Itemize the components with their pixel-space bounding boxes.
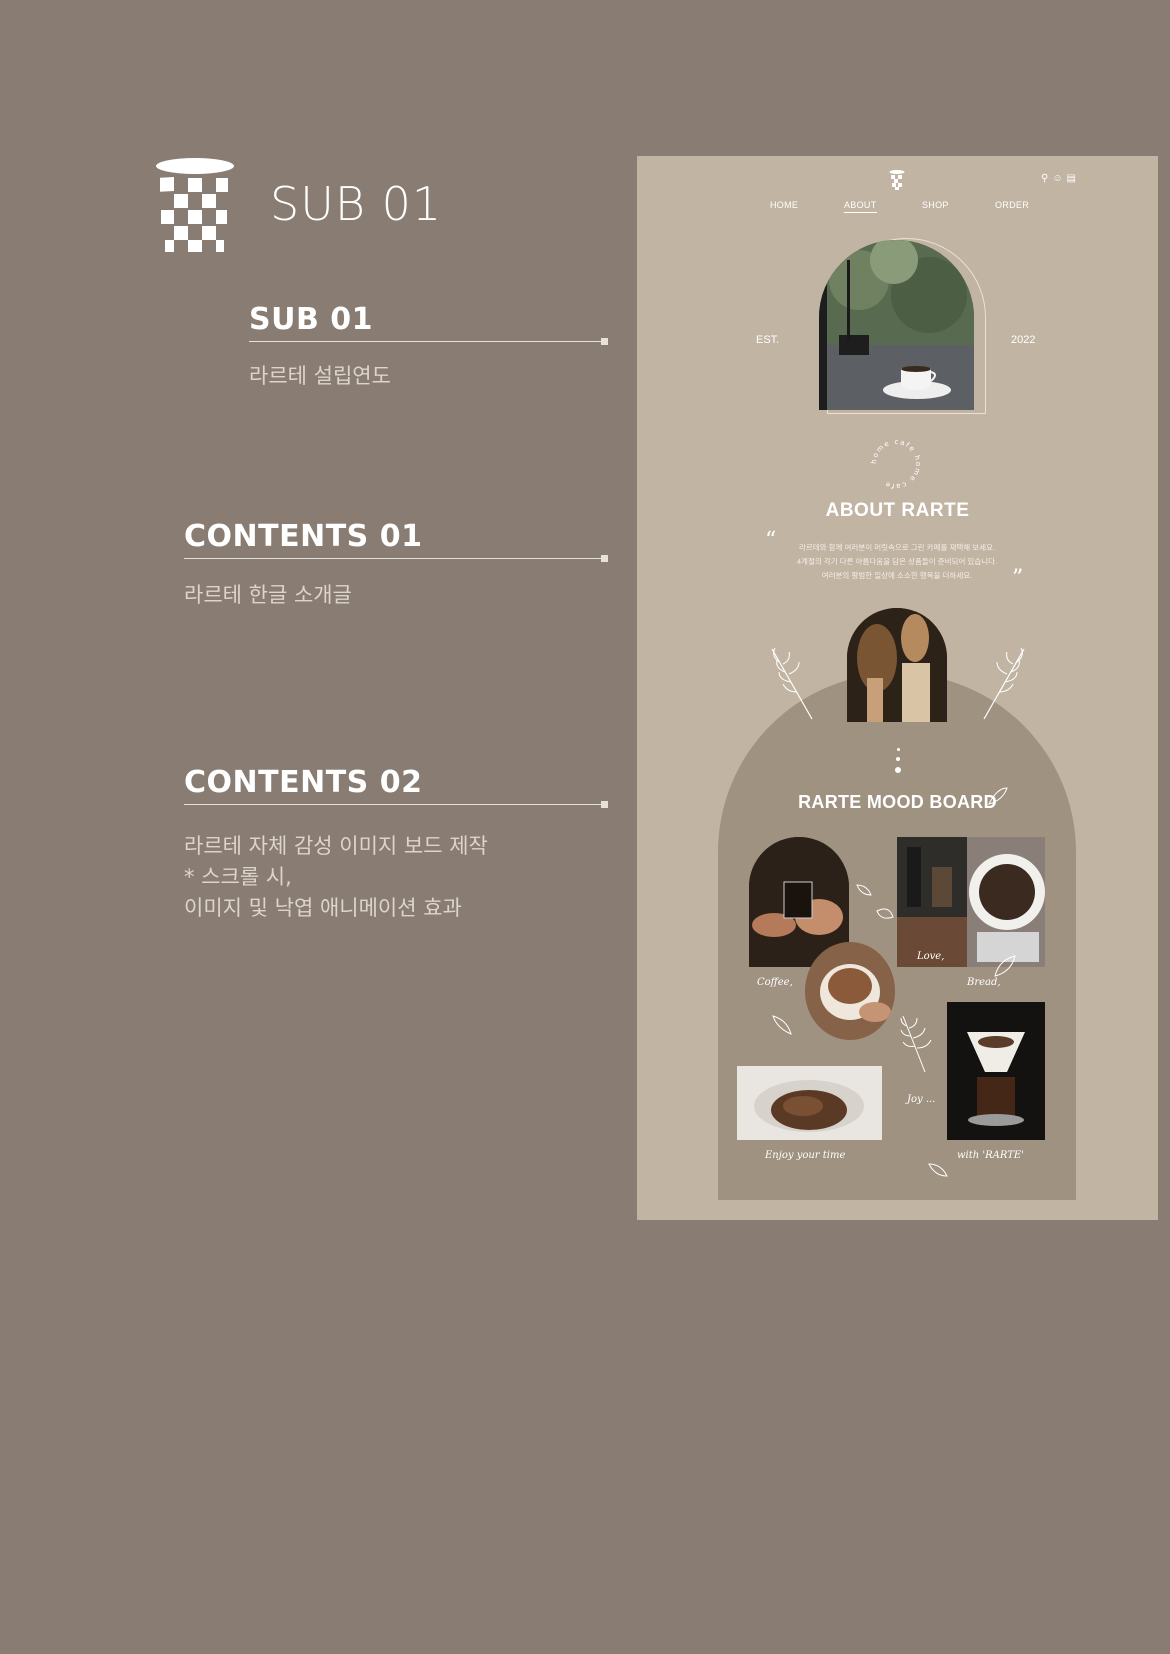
section-desc-contents02-line2: * 스크롤 시, <box>184 865 292 889</box>
leaf-icon <box>928 1163 948 1177</box>
latte-cup-photo <box>805 942 895 1040</box>
falling-leaves-icon <box>856 884 894 919</box>
cart-icon[interactable]: ▤ <box>1066 173 1080 184</box>
leaf-icon <box>772 1015 792 1035</box>
nav-item-about[interactable]: ABOUT <box>844 200 877 213</box>
leaf-icon <box>994 955 1016 977</box>
section-desc-sub01: 라르테 설립연도 <box>249 364 391 388</box>
hands-coffee-photo <box>847 608 947 722</box>
section-title-contents02: CONTENTS 02 <box>184 765 423 800</box>
scroll-dots <box>895 748 901 779</box>
header-icons: ⚲☺▤ <box>1041 173 1080 184</box>
about-line-2: 4계절의 각기 다른 아름다움을 담은 상품들이 준비되어 있습니다. <box>796 557 998 566</box>
section-desc-contents02-line3: 이미지 및 낙엽 애니메이션 효과 <box>184 896 462 920</box>
section-divider <box>184 801 608 808</box>
leaf-icon <box>988 787 1008 805</box>
section-desc-contents01: 라르테 한글 소개글 <box>184 583 352 607</box>
est-year: 2022 <box>1011 334 1036 346</box>
nav-item-home[interactable]: HOME <box>770 200 799 210</box>
pour-over-photo <box>947 1002 1045 1140</box>
open-quote-icon: “ <box>765 528 777 553</box>
page-title: SUB 01 <box>270 177 443 231</box>
branch-left-icon <box>771 647 813 720</box>
script-label-love: Love, <box>917 951 945 962</box>
mood-board-title: RARTE MOOD BOARD <box>798 792 997 812</box>
checkered-cup-logo-icon <box>156 158 234 252</box>
about-text: 라르테와 함께 여러분이 머릿속으로 그린 카페를 재택해 보세요. 4계절의 … <box>757 541 1037 583</box>
nav-item-order[interactable]: ORDER <box>995 200 1030 210</box>
about-line-3: 여러분의 평범한 일상에 소소한 행복을 더하세요. <box>821 571 973 580</box>
section-divider <box>249 338 608 345</box>
est-label: EST. <box>756 334 780 346</box>
section-desc-contents02-line1: 라르테 자체 감성 이미지 보드 제작 <box>184 834 488 858</box>
coffee-scale-photo <box>897 837 1045 967</box>
home-cafe-circle-badge: home cafe home cafe <box>870 438 922 490</box>
svg-text:home cafe home cafe: home cafe home cafe <box>870 438 922 490</box>
user-icon[interactable]: ☺ <box>1052 173 1067 184</box>
branch-small-icon <box>900 1015 932 1073</box>
nav-item-shop[interactable]: SHOP <box>922 200 949 210</box>
script-label-coffee: Coffee, <box>757 977 793 988</box>
site-logo-icon[interactable] <box>889 170 905 190</box>
coffee-grounds-photo <box>737 1066 882 1140</box>
site-nav: HOME ABOUT SHOP ORDER <box>637 200 1158 216</box>
branch-right-icon <box>983 647 1025 720</box>
close-quote-icon: ” <box>1012 566 1024 591</box>
about-line-1: 라르테와 함께 여러분이 머릿속으로 그린 카페를 재택해 보세요. <box>798 543 996 552</box>
cafe-window-photo <box>819 240 974 410</box>
about-title: ABOUT RARTE <box>825 500 970 521</box>
script-label-bread: Bread, <box>967 977 1001 988</box>
script-label-enjoy: Enjoy your time <box>765 1150 846 1161</box>
script-label-joy: Joy ... <box>907 1094 936 1105</box>
website-mockup: ⚲☺▤ HOME ABOUT SHOP ORDER EST. 2022 home… <box>637 156 1158 1220</box>
section-title-contents01: CONTENTS 01 <box>184 519 423 554</box>
search-icon[interactable]: ⚲ <box>1041 173 1053 184</box>
section-title-sub01: SUB 01 <box>249 302 374 337</box>
section-divider <box>184 555 608 562</box>
script-label-with-rarte: with 'RARTE' <box>957 1150 1024 1161</box>
